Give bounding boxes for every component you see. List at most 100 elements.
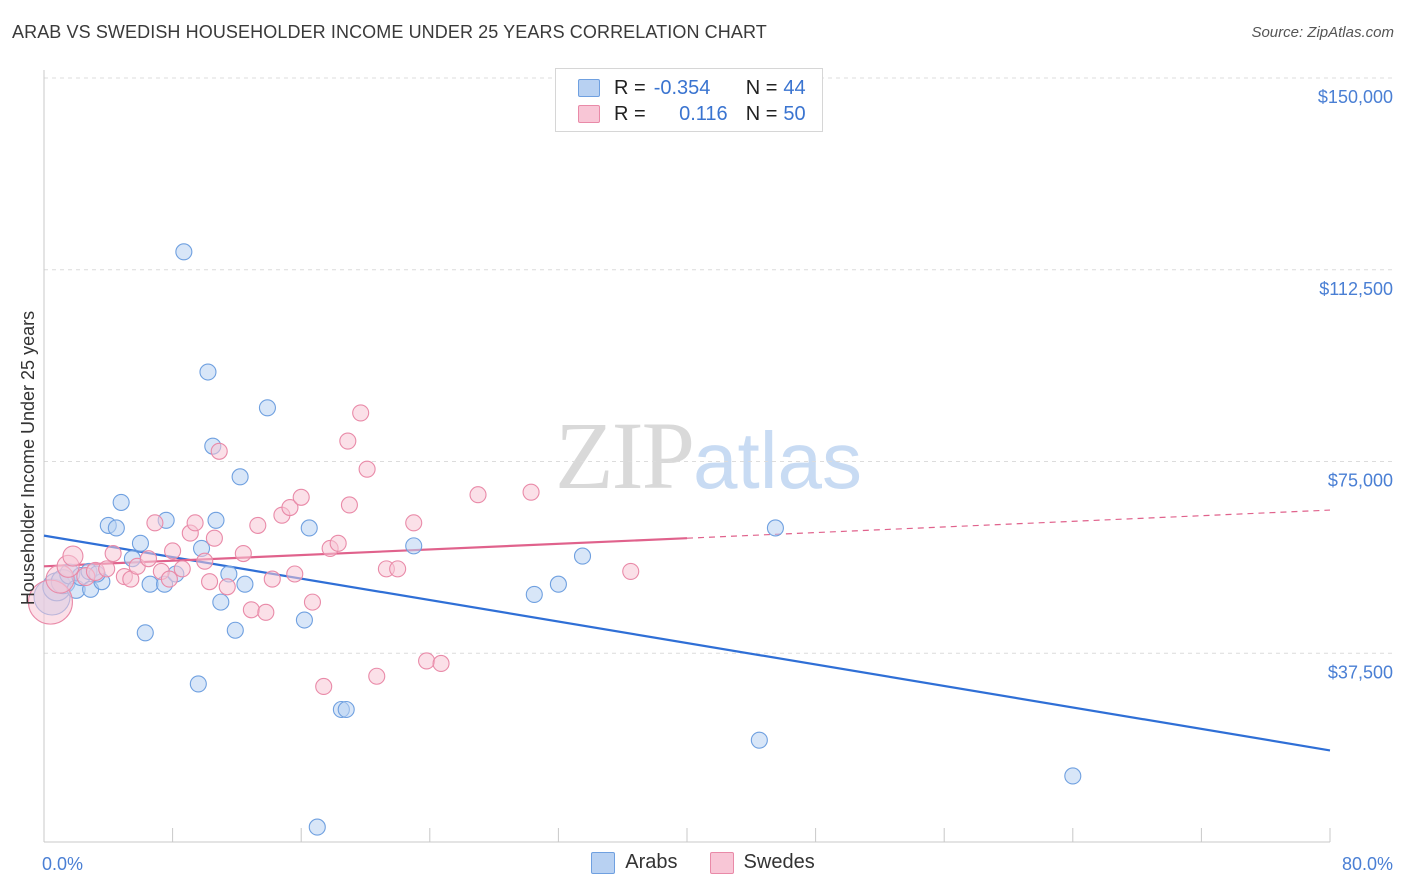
arabs-swatch-icon (578, 79, 600, 97)
legend-arabs-label: Arabs (625, 851, 678, 873)
swedes-point-25 (242, 601, 260, 619)
arabs-point-25 (212, 593, 230, 611)
arabs-point-15 (141, 575, 159, 593)
swedes-n-label: N = (745, 102, 778, 125)
arabs-legend-icon (591, 851, 616, 874)
swedes-point-28 (263, 570, 281, 588)
arabs-point-41 (766, 519, 784, 537)
source-label: Source: ZipAtlas.com (1251, 24, 1394, 41)
arabs-r-value: -0.354 (653, 76, 711, 99)
swedes-point-18 (186, 514, 204, 532)
data-points (27, 243, 1082, 836)
swedes-point-34 (315, 677, 333, 696)
swedes-point-43 (389, 560, 407, 578)
arabs-point-24 (207, 511, 225, 529)
swedes-point-26 (249, 516, 267, 534)
swedes-point-46 (432, 654, 450, 673)
arabs-point-40 (750, 731, 768, 749)
swedes-point-15 (164, 542, 182, 560)
x-tick-label-max: 80.0% (1342, 854, 1393, 874)
swedes-point-49 (622, 562, 640, 580)
arabs-point-20 (189, 675, 207, 693)
arabs-r-label: R = (614, 76, 646, 99)
swedes-swatch-icon (578, 105, 600, 123)
watermark-atlas: atlas (693, 416, 862, 505)
legend-row-swedes: R = 0.116 N = 50 (578, 102, 806, 126)
arabs-point-38 (549, 575, 567, 593)
arabs-point-39 (573, 547, 592, 565)
arabs-point-14 (136, 624, 154, 642)
arabs-point-28 (231, 468, 249, 486)
series-legend: Arabs Swedes (0, 851, 1406, 874)
arabs-point-31 (295, 611, 313, 629)
swedes-point-32 (292, 488, 310, 506)
arabs-point-42 (1064, 767, 1082, 785)
swedes-point-36 (329, 534, 347, 552)
arabs-point-13 (131, 534, 149, 552)
swedes-point-38 (340, 496, 358, 514)
swedes-point-16 (173, 560, 191, 578)
swedes-point-24 (234, 544, 252, 563)
swedes-point-14 (160, 570, 178, 588)
arabs-point-29 (236, 575, 254, 593)
watermark: ZIPatlas (555, 400, 862, 511)
legend-item-arabs[interactable]: Arabs (591, 851, 678, 874)
y-tick-label-3: $150,000 (1318, 87, 1393, 107)
swedes-point-27 (257, 603, 275, 621)
y-tick-labels: $37,500 $75,000 $112,500 $150,000 (1318, 87, 1393, 682)
swedes-point-31 (286, 565, 304, 583)
arabs-n-label: N = (745, 76, 778, 99)
legend-row-arabs: R = -0.354 N = 44 (578, 76, 806, 100)
swedes-point-39 (352, 404, 370, 422)
swedes-point-21 (205, 529, 223, 547)
x-tick-label-min: 0.0% (42, 854, 83, 874)
swedes-n-value: 50 (783, 102, 806, 125)
y-tick-label-0: $37,500 (1328, 662, 1393, 682)
swedes-point-12 (146, 514, 164, 532)
y-tick-label-2: $112,500 (1319, 279, 1393, 299)
arabs-point-36 (405, 537, 423, 555)
swedes-point-33 (303, 593, 322, 611)
swedes-r-value: 0.116 (679, 102, 728, 125)
swedes-point-37 (339, 432, 357, 450)
arabs-point-11 (112, 493, 130, 511)
arabs-n-value: 44 (783, 76, 806, 99)
swedes-point-11 (139, 550, 158, 568)
swedes-point-19 (196, 552, 214, 570)
y-axis-label: Householder Income Under 25 years (18, 311, 38, 605)
arabs-point-22 (199, 363, 217, 381)
swedes-point-40 (358, 460, 376, 478)
swedes-point-41 (368, 667, 386, 685)
arabs-point-35 (337, 700, 355, 719)
legend-item-swedes[interactable]: Swedes (709, 851, 815, 874)
arabs-point-32 (300, 519, 318, 537)
swedes-r-label: R = (614, 102, 646, 125)
x-tick-labels: 0.0% 80.0% (42, 854, 1393, 874)
swedes-point-20 (201, 573, 219, 591)
swedes-point-7 (104, 544, 122, 563)
swedes-point-30 (281, 498, 299, 517)
swedes-point-22 (210, 442, 228, 460)
axes (43, 70, 1331, 843)
swedes-point-3 (62, 545, 84, 567)
correlation-legend: R = -0.354 N = 44 R = 0.116 N = 50 (555, 68, 823, 132)
arabs-point-27 (226, 621, 244, 639)
y-tick-label-1: $75,000 (1328, 471, 1393, 491)
swedes-point-47 (469, 486, 487, 504)
swedes-point-44 (405, 514, 423, 532)
swedes-point-6 (98, 560, 116, 578)
arabs-point-37 (525, 585, 543, 603)
chart-title: ARAB VS SWEDISH HOUSEHOLDER INCOME UNDER… (12, 22, 767, 42)
swedes-point-23 (218, 578, 236, 596)
arabs-point-19 (175, 243, 193, 261)
arabs-trendline (43, 534, 1331, 752)
swedes-trendline-extension (686, 509, 1331, 539)
swedes-point-45 (418, 652, 436, 670)
arabs-point-33 (308, 818, 326, 836)
swedes-legend-icon (709, 851, 734, 874)
watermark-zip: ZIP (555, 402, 695, 509)
legend-swedes-label: Swedes (743, 851, 815, 873)
arabs-point-10 (107, 519, 125, 537)
gridlines (44, 77, 1392, 654)
